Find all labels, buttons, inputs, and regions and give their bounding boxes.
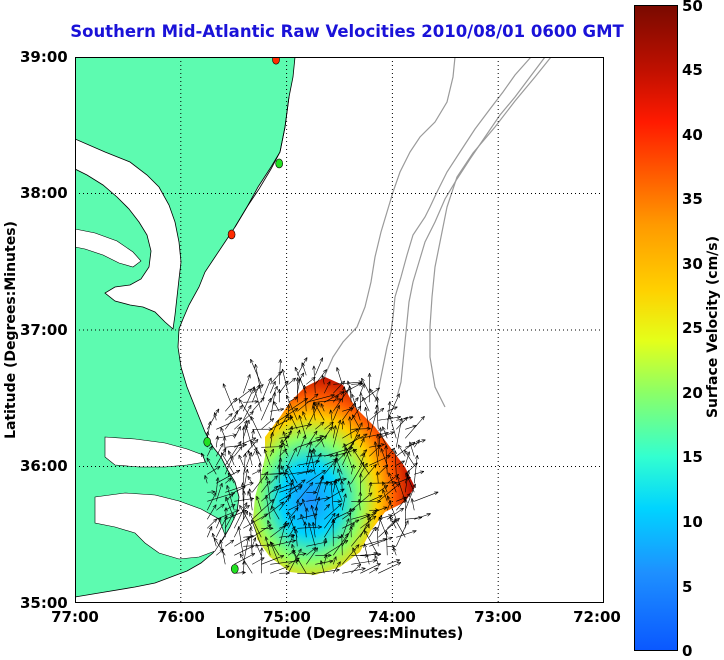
y-tick-label: 37:00 xyxy=(20,321,72,339)
colorbar-tick-label: 20 xyxy=(682,384,703,402)
x-axis-label: Longitude (Degrees:Minutes) xyxy=(75,624,604,642)
y-axis-label: Latitude (Degrees:Minutes) xyxy=(3,221,19,439)
station-marker[interactable] xyxy=(228,230,235,239)
y-tick-label: 39:00 xyxy=(20,48,72,66)
station-marker[interactable] xyxy=(204,437,211,446)
colorbar-tick-label: 40 xyxy=(682,126,703,144)
station-marker[interactable] xyxy=(276,159,283,168)
colorbar xyxy=(634,5,678,651)
colorbar-tick-label: 45 xyxy=(682,61,703,79)
map-plot-area[interactable] xyxy=(75,57,604,603)
colorbar-tick-label: 15 xyxy=(682,448,703,466)
colorbar-tick-label: 0 xyxy=(682,642,692,660)
y-tick-label: 38:00 xyxy=(20,184,72,202)
colorbar-tick-label: 5 xyxy=(682,578,692,596)
colorbar-tick-label: 25 xyxy=(682,319,703,337)
colorbar-tick-label: 50 xyxy=(682,0,703,15)
colorbar-tick-label: 10 xyxy=(682,513,703,531)
map-canvas[interactable] xyxy=(75,57,604,603)
map-title: Southern Mid-Atlantic Raw Velocities 201… xyxy=(62,22,632,41)
y-tick-label: 36:00 xyxy=(20,457,72,475)
station-marker[interactable] xyxy=(231,564,238,573)
station-marker[interactable] xyxy=(273,57,280,64)
colorbar-tick-label: 35 xyxy=(682,190,703,208)
colorbar-title: Surface Velocity (cm/s) xyxy=(705,236,721,418)
colorbar-tick-label: 30 xyxy=(682,255,703,273)
